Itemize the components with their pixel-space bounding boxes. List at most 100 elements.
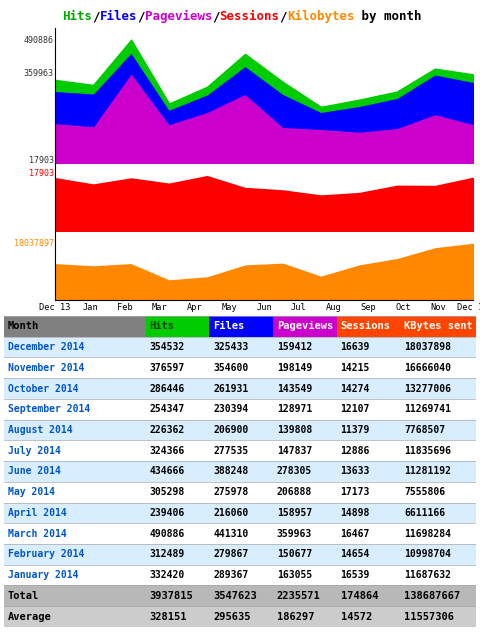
Text: Sessions: Sessions bbox=[219, 10, 279, 23]
FancyBboxPatch shape bbox=[401, 482, 476, 502]
Text: 289367: 289367 bbox=[213, 570, 248, 580]
Text: 11835696: 11835696 bbox=[404, 446, 451, 456]
Text: 254347: 254347 bbox=[149, 404, 185, 415]
FancyBboxPatch shape bbox=[4, 502, 145, 523]
Text: 354532: 354532 bbox=[149, 342, 185, 352]
Text: 279867: 279867 bbox=[213, 549, 248, 559]
Text: 275978: 275978 bbox=[213, 487, 248, 497]
Text: 174864: 174864 bbox=[341, 591, 378, 601]
Text: Average: Average bbox=[8, 612, 51, 622]
FancyBboxPatch shape bbox=[209, 316, 273, 337]
FancyBboxPatch shape bbox=[209, 461, 273, 482]
Text: 490886: 490886 bbox=[149, 528, 185, 538]
Text: 159412: 159412 bbox=[277, 342, 312, 352]
Text: 16539: 16539 bbox=[341, 570, 370, 580]
FancyBboxPatch shape bbox=[337, 502, 401, 523]
Text: 11269741: 11269741 bbox=[404, 404, 451, 415]
FancyBboxPatch shape bbox=[401, 461, 476, 482]
FancyBboxPatch shape bbox=[4, 441, 145, 461]
Text: 325433: 325433 bbox=[213, 342, 248, 352]
Text: 11687632: 11687632 bbox=[404, 570, 451, 580]
Text: 354600: 354600 bbox=[213, 363, 248, 373]
Text: 2235571: 2235571 bbox=[277, 591, 321, 601]
Text: 7555806: 7555806 bbox=[404, 487, 445, 497]
FancyBboxPatch shape bbox=[273, 544, 337, 565]
Text: Hits: Hits bbox=[62, 10, 92, 23]
FancyBboxPatch shape bbox=[337, 482, 401, 502]
FancyBboxPatch shape bbox=[273, 378, 337, 399]
Text: 206888: 206888 bbox=[277, 487, 312, 497]
Text: November 2014: November 2014 bbox=[8, 363, 84, 373]
FancyBboxPatch shape bbox=[273, 420, 337, 441]
FancyBboxPatch shape bbox=[145, 502, 209, 523]
FancyBboxPatch shape bbox=[401, 358, 476, 378]
Text: 18037898: 18037898 bbox=[404, 342, 451, 352]
Text: September 2014: September 2014 bbox=[8, 404, 90, 415]
Text: 13277006: 13277006 bbox=[404, 384, 451, 394]
FancyBboxPatch shape bbox=[337, 420, 401, 441]
Text: July 2014: July 2014 bbox=[8, 446, 60, 456]
Text: 305298: 305298 bbox=[149, 487, 185, 497]
Text: 277535: 277535 bbox=[213, 446, 248, 456]
Text: 376597: 376597 bbox=[149, 363, 185, 373]
Text: Files: Files bbox=[213, 321, 244, 331]
FancyBboxPatch shape bbox=[145, 378, 209, 399]
FancyBboxPatch shape bbox=[337, 606, 401, 627]
Text: 150677: 150677 bbox=[277, 549, 312, 559]
Text: 138687667: 138687667 bbox=[404, 591, 461, 601]
FancyBboxPatch shape bbox=[337, 316, 401, 337]
Text: 128971: 128971 bbox=[277, 404, 312, 415]
FancyBboxPatch shape bbox=[209, 523, 273, 544]
FancyBboxPatch shape bbox=[209, 502, 273, 523]
FancyBboxPatch shape bbox=[4, 420, 145, 441]
FancyBboxPatch shape bbox=[401, 544, 476, 565]
Text: 312489: 312489 bbox=[149, 549, 185, 559]
Text: 11379: 11379 bbox=[341, 425, 370, 435]
Text: 11557306: 11557306 bbox=[404, 612, 455, 622]
Text: 198149: 198149 bbox=[277, 363, 312, 373]
FancyBboxPatch shape bbox=[273, 337, 337, 358]
FancyBboxPatch shape bbox=[4, 585, 145, 606]
Text: Sessions: Sessions bbox=[341, 321, 391, 331]
Text: 11281192: 11281192 bbox=[404, 466, 451, 477]
Text: Pageviews: Pageviews bbox=[144, 10, 212, 23]
FancyBboxPatch shape bbox=[145, 606, 209, 627]
Text: 139808: 139808 bbox=[277, 425, 312, 435]
Text: /: / bbox=[137, 10, 144, 23]
Text: 3547623: 3547623 bbox=[213, 591, 257, 601]
Text: KBytes sent: KBytes sent bbox=[404, 321, 473, 331]
Text: 434666: 434666 bbox=[149, 466, 185, 477]
Text: Total: Total bbox=[8, 591, 39, 601]
FancyBboxPatch shape bbox=[4, 544, 145, 565]
Text: /: / bbox=[279, 10, 287, 23]
FancyBboxPatch shape bbox=[273, 316, 337, 337]
FancyBboxPatch shape bbox=[337, 337, 401, 358]
FancyBboxPatch shape bbox=[145, 316, 209, 337]
FancyBboxPatch shape bbox=[337, 523, 401, 544]
Text: 14898: 14898 bbox=[341, 508, 370, 518]
FancyBboxPatch shape bbox=[401, 378, 476, 399]
Text: 332420: 332420 bbox=[149, 570, 185, 580]
Text: 10998704: 10998704 bbox=[404, 549, 451, 559]
Text: 158957: 158957 bbox=[277, 508, 312, 518]
FancyBboxPatch shape bbox=[337, 544, 401, 565]
Text: February 2014: February 2014 bbox=[8, 549, 84, 559]
Text: 286446: 286446 bbox=[149, 384, 185, 394]
Text: 324366: 324366 bbox=[149, 446, 185, 456]
FancyBboxPatch shape bbox=[337, 358, 401, 378]
FancyBboxPatch shape bbox=[337, 441, 401, 461]
Text: 359963: 359963 bbox=[277, 528, 312, 538]
Text: October 2014: October 2014 bbox=[8, 384, 78, 394]
FancyBboxPatch shape bbox=[209, 585, 273, 606]
Text: January 2014: January 2014 bbox=[8, 570, 78, 580]
FancyBboxPatch shape bbox=[145, 420, 209, 441]
Text: 441310: 441310 bbox=[213, 528, 248, 538]
Text: 16639: 16639 bbox=[341, 342, 370, 352]
Text: 16666040: 16666040 bbox=[404, 363, 451, 373]
FancyBboxPatch shape bbox=[4, 565, 145, 585]
FancyBboxPatch shape bbox=[401, 399, 476, 420]
FancyBboxPatch shape bbox=[145, 523, 209, 544]
FancyBboxPatch shape bbox=[209, 482, 273, 502]
FancyBboxPatch shape bbox=[4, 378, 145, 399]
Text: 16467: 16467 bbox=[341, 528, 370, 538]
